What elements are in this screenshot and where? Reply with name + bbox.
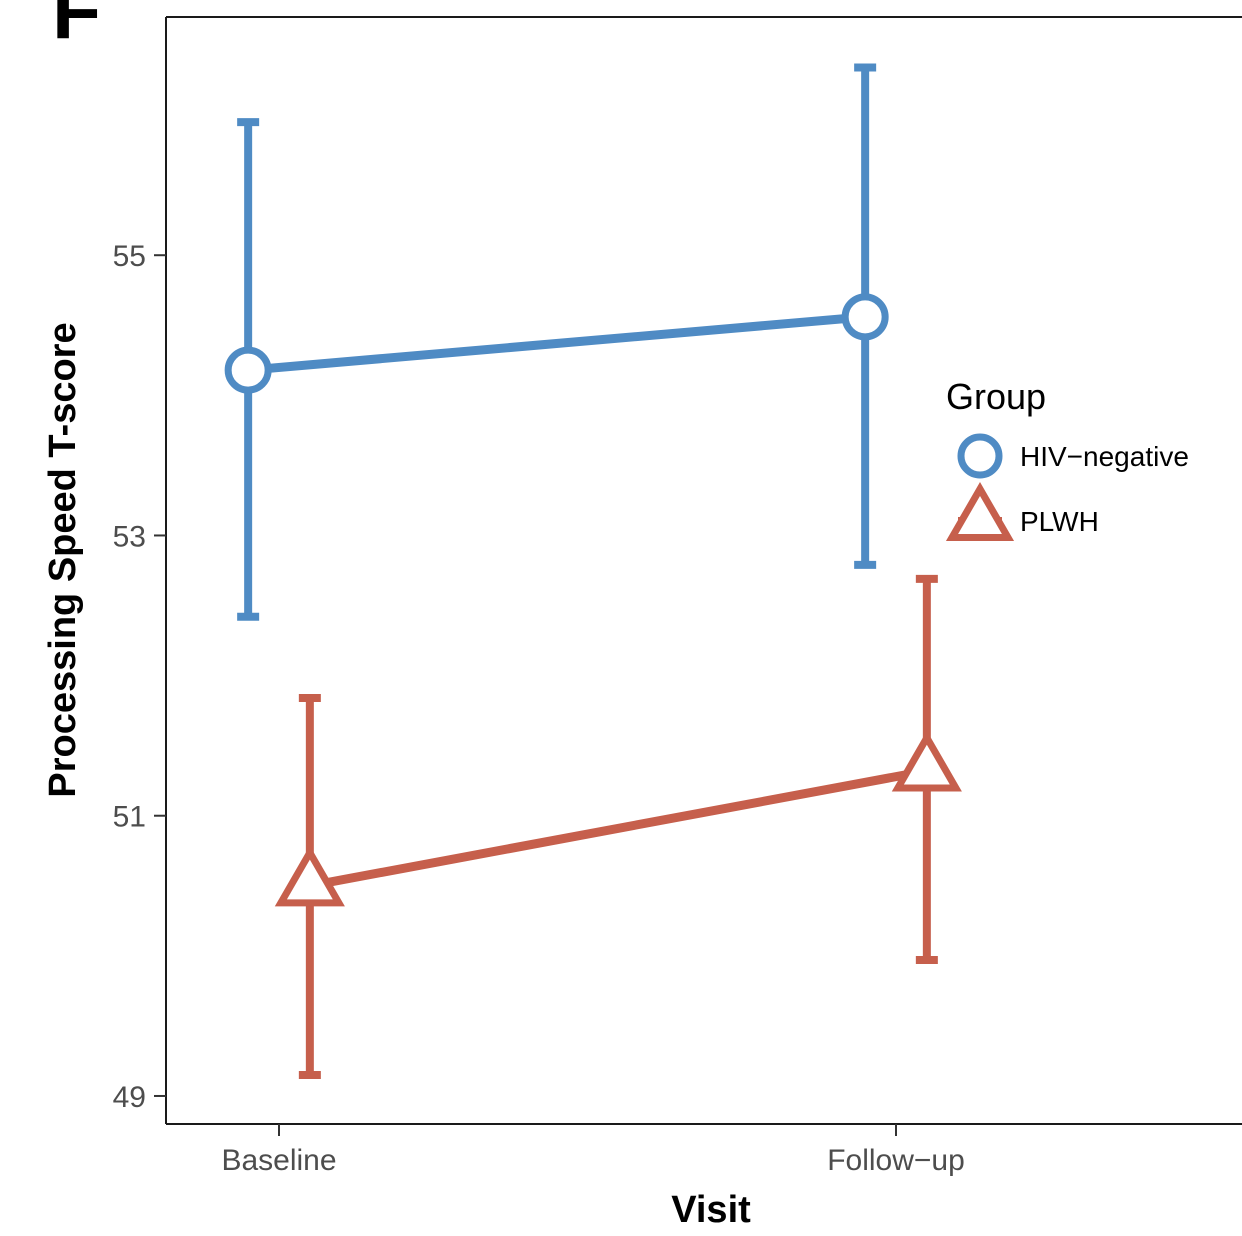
data-point	[841, 293, 889, 341]
legend-key-marker	[957, 433, 1003, 479]
y-tick-label: 53	[113, 520, 146, 553]
y-tick-label: 49	[113, 1081, 146, 1114]
y-axis-title: Processing Speed T-score	[42, 322, 84, 797]
data-point	[274, 845, 345, 907]
legend-key-marker	[945, 481, 1015, 541]
legend-label: PLWH	[1020, 506, 1099, 537]
y-tick-label: 51	[113, 801, 146, 834]
legend-item: HIV−negative	[957, 433, 1189, 479]
x-tick-label: Follow−up	[827, 1144, 965, 1177]
series-line	[247, 312, 866, 375]
series-plwh	[274, 574, 962, 1079]
axes: 49 51 53 55 Baseline Follow−up	[113, 16, 1242, 1177]
chart-marks	[224, 63, 962, 1079]
series-hiv-negative	[224, 63, 889, 621]
x-axis-title: Visit	[671, 1189, 751, 1231]
panel-letter: F	[52, 0, 101, 55]
legend: Group HIV−negative PLWH	[945, 376, 1189, 541]
data-point	[224, 346, 272, 394]
legend-label: HIV−negative	[1020, 441, 1189, 472]
y-tick-label: 55	[113, 240, 146, 273]
x-tick-label: Baseline	[221, 1144, 336, 1177]
legend-title: Group	[946, 376, 1046, 417]
legend-item: PLWH	[945, 481, 1099, 541]
series-line	[309, 766, 928, 891]
data-point	[891, 730, 962, 792]
